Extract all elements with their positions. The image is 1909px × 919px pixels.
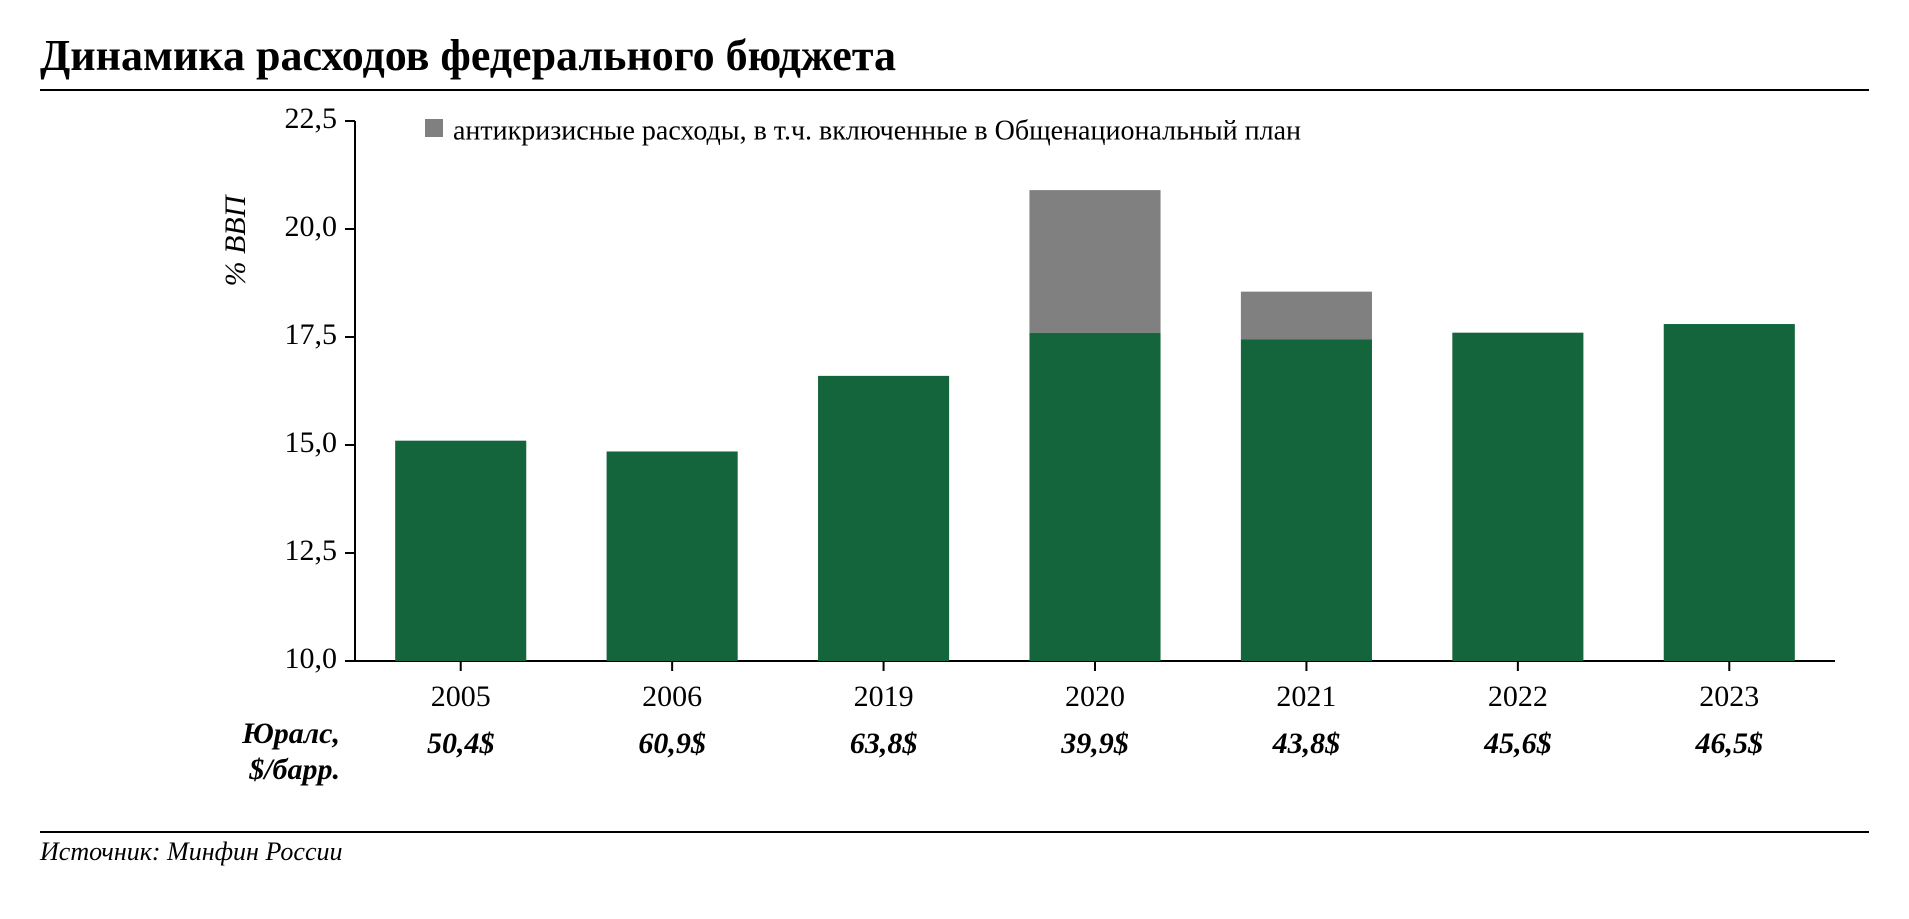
oil-price-value: 63,8$ (849, 727, 917, 760)
bar-base (1663, 324, 1794, 661)
bar-base (818, 376, 949, 661)
bar-crisis (1029, 190, 1160, 333)
y-tick-label: 22,5 (284, 102, 337, 135)
y-tick-label: 20,0 (284, 210, 337, 243)
y-tick-label: 12,5 (284, 534, 337, 567)
y-tick-label: 17,5 (284, 318, 337, 351)
bar-base (1029, 333, 1160, 661)
x-category-label: 2022 (1487, 680, 1547, 713)
chart-svg: 10,0 12,5 15,0 17,5 20,0 22,5 % ВВП 2005 50,4$ 20… (45, 101, 1865, 821)
x-category-label: 2006 (642, 680, 702, 713)
x-category-label: 2005 (430, 680, 490, 713)
oil-price-value: 50,4$ (426, 727, 494, 760)
bar-base (395, 441, 526, 661)
x-category-label: 2019 (853, 680, 913, 713)
x-category-label: 2020 (1065, 680, 1125, 713)
bar-base (1452, 333, 1583, 661)
oil-price-row-label-2: $/барр. (248, 753, 340, 786)
oil-price-value: 43,8$ (1271, 727, 1340, 760)
title-rule (40, 89, 1869, 91)
oil-price-value: 45,6$ (1483, 727, 1552, 760)
oil-price-value: 60,9$ (638, 727, 706, 760)
x-category-label: 2023 (1699, 680, 1759, 713)
x-category-label: 2021 (1276, 680, 1336, 713)
oil-price-value: 46,5$ (1694, 727, 1763, 760)
budget-expenditure-chart: 10,0 12,5 15,0 17,5 20,0 22,5 % ВВП 2005 50,4$ 20… (45, 101, 1865, 821)
page-title: Динамика расходов федерального бюджета (40, 30, 1869, 81)
y-tick-label: 10,0 (284, 642, 337, 675)
bar-base (606, 451, 737, 661)
y-axis-label: % ВВП (219, 193, 252, 286)
y-tick-label: 15,0 (284, 426, 337, 459)
oil-price-value: 39,9$ (1060, 727, 1129, 760)
legend-label-crisis: антикризисные расходы, в т.ч. включенные… (453, 115, 1301, 146)
page: Динамика расходов федерального бюджета 1… (0, 0, 1909, 919)
footer-rule (40, 831, 1869, 833)
bar-base (1240, 339, 1371, 661)
legend-swatch-crisis (425, 119, 443, 137)
source-note: Источник: Минфин России (40, 837, 1869, 867)
bar-crisis (1240, 292, 1371, 340)
oil-price-row-label-1: Юралс, (241, 717, 340, 750)
